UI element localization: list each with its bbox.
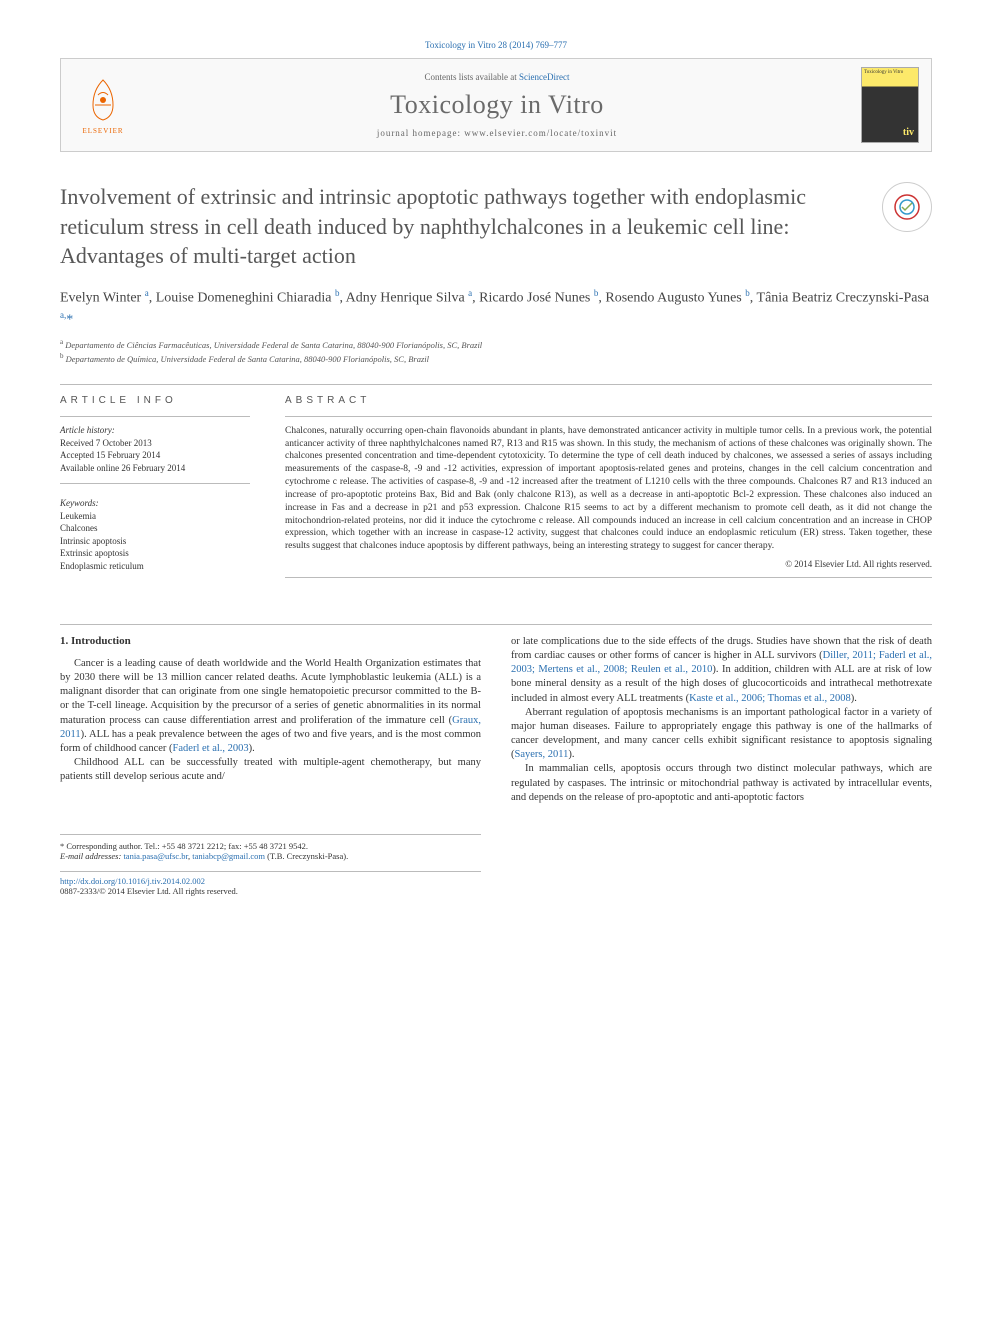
article-title: Involvement of extrinsic and intrinsic a… (60, 182, 932, 271)
abstract-text: Chalcones, naturally occurring open-chai… (285, 425, 932, 553)
info-heading: ARTICLE INFO (60, 395, 250, 406)
contents-line: Contents lists available at ScienceDirec… (133, 72, 861, 82)
body-paragraph: Childhood ALL can be successfully treate… (60, 756, 481, 784)
received-date: Received 7 October 2013 (60, 437, 250, 450)
history-label: Article history: (60, 425, 250, 435)
accepted-date: Accepted 15 February 2014 (60, 449, 250, 462)
body-paragraph: or late complications due to the side ef… (511, 635, 932, 706)
affiliations: a Departamento de Ciências Farmacêuticas… (60, 338, 932, 365)
email-link[interactable]: taniabcp@gmail.com (192, 851, 265, 861)
keyword-item: Endoplasmic reticulum (60, 560, 250, 573)
authors-list: Evelyn Winter a, Louise Domeneghini Chia… (60, 287, 932, 330)
keyword-item: Chalcones (60, 522, 250, 535)
header-citation: Toxicology in Vitro 28 (2014) 769–777 (60, 40, 932, 50)
body-paragraph: Cancer is a leading cause of death world… (60, 657, 481, 756)
contents-prefix: Contents lists available at (425, 72, 519, 82)
homepage-url[interactable]: www.elsevier.com/locate/toxinvit (464, 128, 617, 138)
body-paragraph: In mammalian cells, apoptosis occurs thr… (511, 762, 932, 805)
citation-link[interactable]: Sayers, 2011 (515, 749, 569, 760)
affiliation-b: Departamento de Química, Universidade Fe… (66, 354, 429, 364)
abstract-heading: ABSTRACT (285, 395, 932, 406)
body-paragraph: Aberrant regulation of apoptosis mechani… (511, 706, 932, 763)
crossmark-icon[interactable] (882, 182, 932, 232)
sciencedirect-link[interactable]: ScienceDirect (519, 72, 569, 82)
keywords-label: Keywords: (60, 498, 250, 508)
citation-link[interactable]: Faderl et al., 2003 (173, 743, 249, 754)
online-date: Available online 26 February 2014 (60, 462, 250, 475)
body-content: 1. Introduction Cancer is a leading caus… (60, 635, 932, 897)
elsevier-logo-icon: ELSEVIER (73, 70, 133, 140)
issn-copyright: 0887-2333/© 2014 Elsevier Ltd. All right… (60, 886, 238, 896)
keyword-item: Intrinsic apoptosis (60, 535, 250, 548)
keyword-item: Leukemia (60, 510, 250, 523)
abstract-panel: ABSTRACT Chalcones, naturally occurring … (285, 395, 932, 586)
email-link[interactable]: tania.pasa@ufsc.br (123, 851, 188, 861)
email-line: E-mail addresses: tania.pasa@ufsc.br, ta… (60, 851, 481, 861)
affiliation-a: Departamento de Ciências Farmacêuticas, … (65, 340, 482, 350)
article-info-panel: ARTICLE INFO Article history: Received 7… (60, 395, 250, 586)
citation-link[interactable]: Kaste et al., 2006; Thomas et al., 2008 (689, 693, 851, 704)
homepage-line: journal homepage: www.elsevier.com/locat… (133, 128, 861, 138)
homepage-prefix: journal homepage: (377, 128, 464, 138)
keyword-item: Extrinsic apoptosis (60, 547, 250, 560)
journal-cover-icon (861, 67, 919, 143)
journal-header: ELSEVIER Contents lists available at Sci… (60, 58, 932, 152)
journal-name: Toxicology in Vitro (133, 90, 861, 120)
elsevier-label: ELSEVIER (82, 127, 123, 135)
corresponding-author: * Corresponding author. Tel.: +55 48 372… (60, 841, 481, 851)
intro-heading: 1. Introduction (60, 635, 481, 647)
abstract-copyright: © 2014 Elsevier Ltd. All rights reserved… (285, 559, 932, 569)
doi-link[interactable]: http://dx.doi.org/10.1016/j.tiv.2014.02.… (60, 876, 205, 886)
